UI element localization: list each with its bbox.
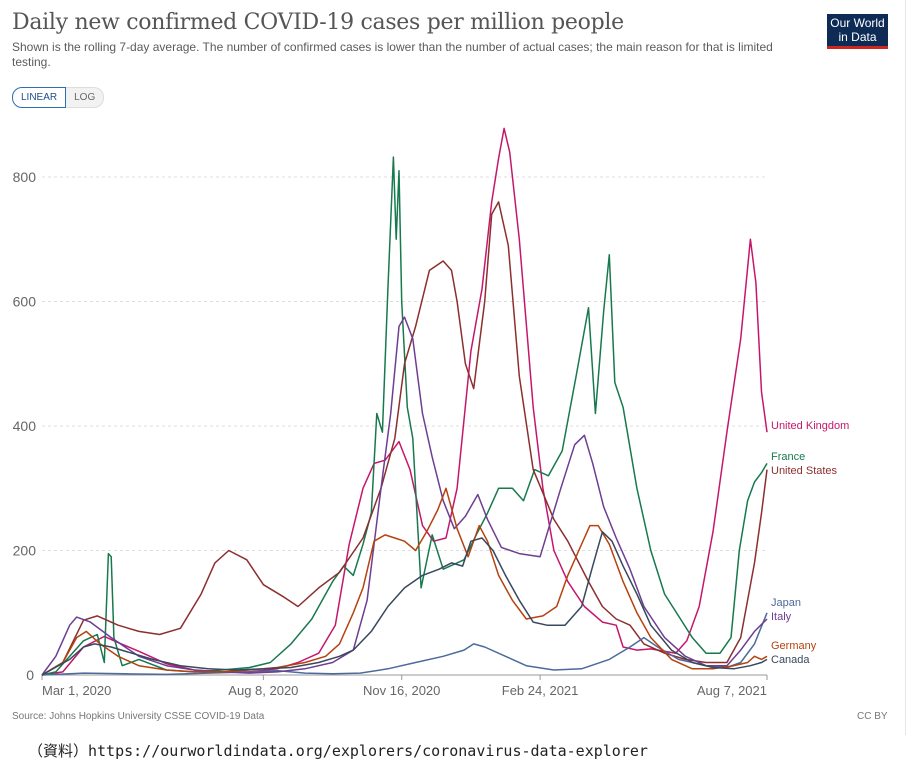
x-tick-label: Feb 24, 2021 — [502, 683, 579, 698]
y-axis-ticks: 0 200 400 600 800 — [13, 169, 37, 683]
log-scale-button[interactable]: LOG — [66, 87, 105, 108]
license-link[interactable]: CC BY — [857, 711, 888, 722]
series-line-united-states — [41, 201, 768, 676]
series-lines — [41, 127, 768, 676]
x-tick-label: Nov 16, 2020 — [363, 683, 440, 698]
series-label-canada: Canada — [771, 654, 810, 666]
owid-logo[interactable]: Our World in Data — [827, 14, 888, 49]
x-axis: Mar 1, 2020 Aug 8, 2020 Nov 16, 2020 Feb 24… — [41, 674, 768, 698]
chart-subtitle: Shown is the rolling 7-day average. The … — [12, 40, 773, 69]
line-chart: 0 200 400 600 800 Mar 1, 2020 Aug 8, 2020 Nov … — [13, 127, 849, 698]
x-tick-label: Mar 1, 2020 — [42, 683, 111, 698]
y-tick-label: 600 — [13, 294, 37, 310]
grid-lines — [42, 176, 767, 551]
series-label-japan: Japan — [771, 597, 801, 609]
reference-url: （資料）https://ourworldindata.org/explorers… — [28, 742, 648, 760]
series-line-japan — [41, 612, 768, 676]
y-tick-label: 0 — [26, 667, 34, 683]
y-tick-label: 200 — [13, 543, 37, 559]
x-tick-label: Aug 7, 2021 — [697, 683, 767, 698]
x-tick-label: Aug 8, 2020 — [228, 683, 298, 698]
series-line-italy — [41, 316, 768, 676]
series-labels: United Kingdom France United States Japan It… — [771, 420, 849, 666]
logo-line-2: in Data — [838, 30, 877, 44]
series-label-italy: Italy — [771, 611, 792, 623]
scale-toggle: LINEAR LOG — [12, 87, 105, 108]
linear-scale-button[interactable]: LINEAR — [12, 87, 67, 108]
series-label-france: France — [771, 451, 805, 463]
y-tick-label: 800 — [13, 169, 37, 185]
series-line-germany — [41, 487, 768, 676]
series-label-united-states: United States — [771, 465, 838, 477]
series-line-united-kingdom — [41, 127, 768, 676]
chart-title: Daily new confirmed COVID-19 cases per m… — [12, 10, 624, 35]
source-note[interactable]: Source: Johns Hopkins University CSSE CO… — [12, 711, 265, 722]
series-label-united-kingdom: United Kingdom — [771, 420, 849, 432]
series-label-germany: Germany — [771, 640, 817, 652]
series-line-canada — [41, 531, 768, 676]
series-line-france — [41, 156, 768, 676]
logo-line-1: Our World — [830, 16, 885, 30]
y-tick-label: 400 — [13, 418, 37, 434]
